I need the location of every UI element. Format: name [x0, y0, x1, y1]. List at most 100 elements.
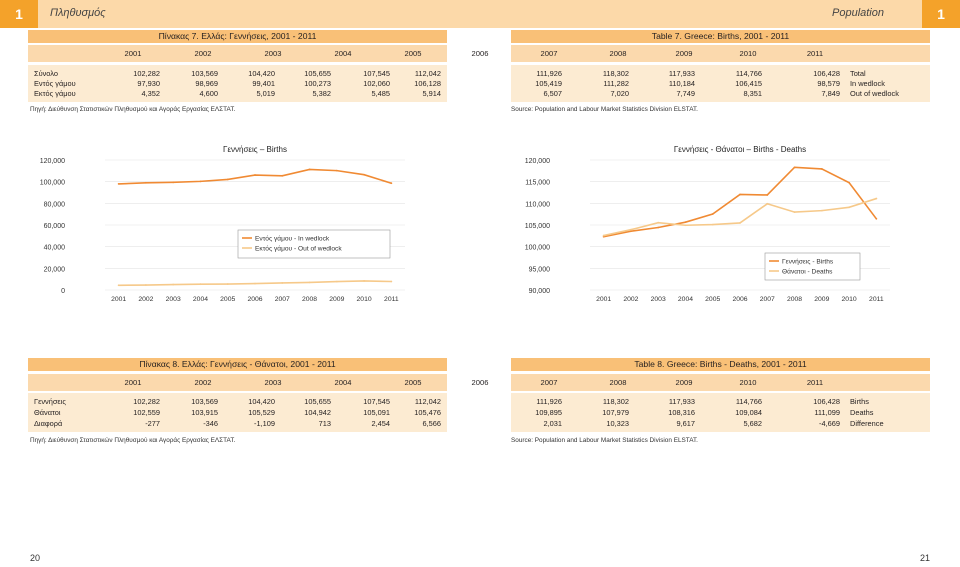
data-point	[630, 228, 632, 231]
cell: 107,545	[363, 69, 390, 78]
row-label: Εντός γάμου	[34, 79, 76, 88]
x-tick-label: 2004	[678, 296, 693, 303]
data-point	[875, 217, 878, 220]
x-tick-label: 2004	[193, 296, 208, 303]
cell: 99,401	[252, 79, 275, 88]
header-title-right: Population	[832, 7, 884, 19]
cell: 111,282	[603, 79, 629, 88]
year-header: 2007	[540, 378, 558, 387]
x-tick-label: 2011	[384, 296, 399, 303]
cell: -277	[145, 419, 160, 428]
legend-box	[764, 252, 861, 281]
cell: 109,895	[535, 408, 562, 417]
table8-title-left: Πίνακας 8. Ελλάς: Γεννήσεις - Θάνατοι, 2…	[28, 358, 447, 371]
year-header: 2008	[609, 378, 627, 387]
cell: 103,569	[191, 69, 218, 78]
data-point	[281, 174, 284, 177]
table-row: 111,926 118,302 117,933 114,766 106,428 …	[511, 69, 930, 79]
cell: 111,926	[536, 397, 562, 406]
page-number-left: 20	[30, 553, 41, 563]
data-point	[766, 194, 769, 196]
table8-title-right: Table 8. Greece: Births - Deaths, 2001 -…	[511, 358, 930, 371]
cell: 102,282	[133, 397, 160, 406]
cell: 114,766	[735, 69, 762, 78]
table-row: Γεννήσεις 102,282 103,569 104,420 105,65…	[28, 397, 447, 407]
cell: 5,682	[743, 419, 763, 428]
data-point	[363, 173, 365, 176]
legend-label: Γεννήσεις - Births	[782, 259, 834, 266]
legend-label: Εντός γάμου - In wedlock	[255, 235, 330, 243]
data-point	[793, 166, 796, 169]
page-number-right: 21	[919, 553, 930, 563]
x-tick-label: 2010	[842, 296, 857, 303]
table-row: Εκτός γάμου 4,352 4,600 5,019 5,382 5,48…	[28, 89, 447, 99]
y-tick-label: 90,000	[529, 288, 551, 295]
year-header: 2003	[264, 49, 282, 58]
year-header: 2011	[806, 49, 824, 58]
cell: 106,428	[813, 397, 840, 406]
data-point	[335, 280, 338, 283]
year-header: 2001	[124, 378, 142, 387]
data-point	[684, 224, 687, 227]
cell: 5,485	[371, 89, 391, 98]
data-point	[875, 197, 878, 200]
row-label: Γεννήσεις	[34, 397, 66, 406]
table8-body-left: Γεννήσεις 102,282 103,569 104,420 105,65…	[28, 393, 447, 432]
row-label: Out of wedlock	[850, 89, 899, 98]
row-label: Deaths	[850, 408, 874, 417]
row-label: Total	[850, 69, 866, 78]
cell: 111,099	[814, 408, 840, 417]
y-tick-label: 0	[61, 288, 65, 295]
cell: 105,529	[248, 408, 275, 417]
data-point	[335, 169, 338, 172]
cell: -1,109	[254, 419, 275, 428]
cell: 103,915	[191, 408, 218, 417]
cell: 5,382	[312, 89, 332, 98]
year-header: 2011	[806, 378, 824, 387]
x-tick-label: 2011	[869, 296, 884, 303]
x-tick-label: 2010	[357, 296, 372, 303]
table7-years-left: 2001 2002 2003 2004 2005 2006	[28, 45, 488, 62]
cell: 112,042	[414, 397, 441, 406]
cell: 105,655	[304, 397, 331, 406]
table7-title-left: Πίνακας 7. Ελλάς: Γεννήσεις, 2001 - 2011	[28, 30, 447, 43]
cell: 713	[318, 419, 331, 428]
table-row: Σύνολο 102,282 103,569 104,420 105,655 1…	[28, 69, 447, 79]
data-point	[172, 283, 175, 286]
cell: 109,084	[735, 408, 762, 417]
x-tick-label: 2007	[760, 296, 775, 303]
row-label: Διαφορά	[34, 419, 63, 428]
chapter-tab-left: 1	[0, 0, 38, 28]
cell: 104,420	[248, 397, 275, 406]
legend-label: Θάνατοι - Deaths	[782, 268, 833, 276]
cell: 10,323	[606, 419, 629, 428]
data-point	[766, 202, 769, 205]
data-point	[848, 181, 850, 184]
chapter-tab-right: 1	[922, 0, 960, 28]
cell: -346	[203, 419, 218, 428]
cell: 97,930	[137, 79, 160, 88]
data-point	[711, 223, 714, 226]
cell: -4,669	[819, 419, 840, 428]
year-header: 2010	[739, 378, 757, 387]
y-tick-label: 80,000	[44, 201, 66, 208]
cell: 5,019	[256, 89, 276, 98]
table7-source-right: Source: Population and Labour Market Sta…	[511, 106, 698, 113]
x-tick-label: 2008	[302, 296, 317, 303]
data-point	[711, 213, 714, 215]
cell: 102,559	[133, 408, 160, 417]
cell: 9,617	[676, 419, 696, 428]
data-point	[657, 221, 660, 224]
table-row: 6,507 7,020 7,749 8,351 7,849 Out of wed…	[511, 89, 930, 99]
y-tick-label: 105,000	[525, 223, 550, 230]
data-point	[739, 193, 741, 196]
cell: 4,600	[199, 89, 219, 98]
data-point	[820, 209, 823, 212]
legend-label: Εκτός γάμου - Out of wedlock	[255, 245, 342, 253]
y-tick-label: 100,000	[525, 245, 550, 252]
cell: 114,766	[735, 397, 762, 406]
x-tick-label: 2003	[651, 296, 666, 303]
cell: 98,969	[195, 79, 218, 88]
cell: 105,655	[304, 69, 331, 78]
x-tick-label: 2007	[275, 296, 290, 303]
